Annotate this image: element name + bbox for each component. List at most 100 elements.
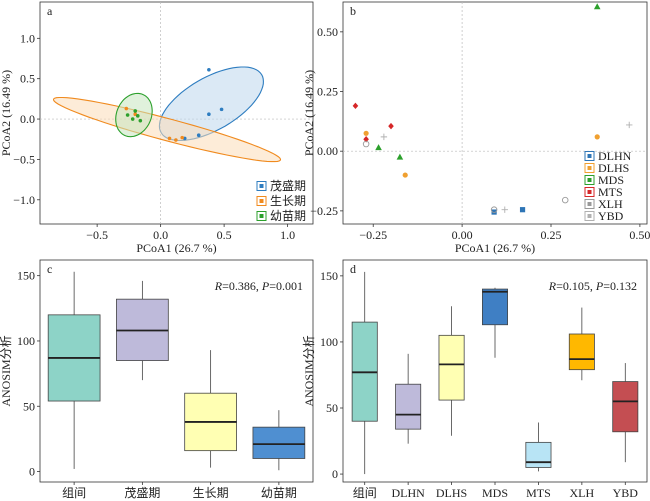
data-point <box>196 133 201 137</box>
box-body <box>568 333 595 371</box>
data-point <box>363 130 369 136</box>
legend-swatch <box>584 199 595 209</box>
legend-label: 生长期 <box>270 194 306 208</box>
legend-label: MTS <box>598 185 623 199</box>
box-body <box>395 383 422 430</box>
x-tick-label: XLH <box>570 486 595 500</box>
legend-label: XLH <box>598 197 623 211</box>
data-point <box>124 106 129 111</box>
x-tick-label: YBD <box>613 486 639 500</box>
y-tick-label: 0.5 <box>20 72 35 86</box>
data-point <box>133 109 138 113</box>
y-tick-label: −1.0 <box>13 193 35 207</box>
box-1 <box>116 280 169 381</box>
panel-label: b <box>350 4 356 18</box>
box-body <box>252 426 306 459</box>
y-tick-label: 0.25 <box>317 85 338 99</box>
panel-frame <box>39 259 314 483</box>
y-tick-label: 0.0 <box>20 112 35 126</box>
panel-b: b −0.25 0.00 0.25 0.50 PCoA1 (26.7 %) −0.25 0.0… <box>302 1 650 255</box>
y-tick-label: 150 <box>320 269 338 283</box>
data-point <box>174 138 178 142</box>
box-2 <box>184 350 237 468</box>
x-tick-label: 生长期 <box>193 486 229 500</box>
legend-swatch <box>584 175 595 185</box>
data-point <box>352 102 359 110</box>
data-point <box>375 144 382 151</box>
data-point <box>593 3 601 10</box>
box-0 <box>351 271 378 475</box>
legend-swatch-dot <box>587 178 592 182</box>
y-axis-label: ANOSIM分析 <box>0 335 13 406</box>
box-body <box>612 381 639 433</box>
x-tick-label: 0.50 <box>629 228 650 242</box>
x-tick-label: 幼苗期 <box>261 486 297 500</box>
x-tick-label: 0.00 <box>452 228 473 242</box>
box-body <box>525 441 552 468</box>
legend-swatch <box>584 211 595 221</box>
y-tick-label: 100 <box>17 334 35 348</box>
x-tick-label: DLHN <box>391 486 425 500</box>
y-tick-label: 50 <box>23 399 35 413</box>
data-point <box>167 136 172 141</box>
x-tick-label: 0.0 <box>153 228 168 242</box>
x-tick-label: −0.5 <box>86 228 108 242</box>
legend-swatch-dot <box>259 184 264 188</box>
panel-frame <box>39 1 314 225</box>
box-body <box>482 288 508 326</box>
y-tick-label: −0.5 <box>13 152 35 166</box>
panel-label: c <box>47 262 52 276</box>
legend-label: YBD <box>598 209 624 223</box>
legend-label: DLHS <box>598 161 629 175</box>
data-point <box>125 113 130 117</box>
data-point <box>501 206 508 213</box>
legend-swatch-dot <box>587 190 592 194</box>
data-point <box>490 206 498 213</box>
x-axis-label: PCoA1 (26.7 %) <box>136 241 216 255</box>
legend-swatch <box>584 163 595 173</box>
legend-swatch-dot <box>587 214 592 218</box>
data-point <box>207 68 211 72</box>
box-2 <box>438 306 465 436</box>
data-point <box>402 172 408 178</box>
data-point <box>135 114 140 118</box>
stats-annotation: R=0.105, P=0.132 <box>548 279 637 293</box>
x-tick-label: 茂盛期 <box>124 485 160 500</box>
y-axis-label: PCoA2 (16.49 %) <box>0 70 13 156</box>
data-point <box>180 135 185 140</box>
data-point <box>380 133 388 141</box>
y-tick-label: 50 <box>326 401 338 415</box>
legend-swatch-dot <box>587 154 592 158</box>
data-point <box>388 122 394 130</box>
legend-swatch-dot <box>259 199 264 203</box>
data-point <box>130 117 135 121</box>
x-tick-label: 组间 <box>353 486 377 500</box>
legend-label: 幼苗期 <box>270 209 306 223</box>
stats-annotation: R=0.386, P=0.001 <box>214 279 303 293</box>
y-tick-label: 0 <box>332 467 338 481</box>
x-tick-label: MDS <box>482 486 508 500</box>
panel-label: a <box>47 4 53 18</box>
data-point <box>207 112 211 117</box>
x-tick-label: 0.25 <box>541 228 562 242</box>
box-0 <box>47 271 101 469</box>
y-tick-label: 1.0 <box>20 31 35 45</box>
y-tick-label: 0 <box>29 465 35 479</box>
box-5 <box>568 307 595 381</box>
legend-label: DLHN <box>598 149 632 163</box>
y-axis-label: PCoA2 (16.49 %) <box>302 70 316 156</box>
data-point <box>396 153 404 160</box>
data-point <box>561 196 569 204</box>
data-point <box>138 118 143 123</box>
confidence-ellipse <box>52 96 282 163</box>
y-tick-label: −0.25 <box>310 204 338 218</box>
panel-a: a −0.5 0.0 0.5 1.0 PCoA1 (26.7 %) −1.0 −0.5 0.0 0… <box>0 1 314 255</box>
box-1 <box>395 353 422 444</box>
box-6 <box>612 363 639 463</box>
x-tick-label: MTS <box>526 486 551 500</box>
legend-swatch <box>256 196 267 206</box>
